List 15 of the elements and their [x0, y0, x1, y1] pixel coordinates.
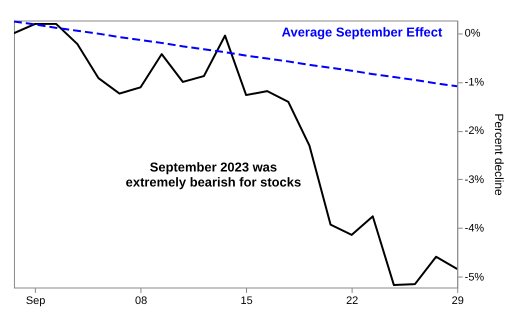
series-label: Average September Effect [282, 24, 443, 40]
y-tick-label: -3% [464, 174, 484, 186]
x-tick-label: 22 [346, 294, 358, 307]
annotation: September 2023 was extremely bearish for stocks [126, 159, 302, 190]
y-tick-label: -5% [464, 271, 484, 284]
y-tick-label: -1% [464, 76, 484, 88]
x-tick-label: Sep [26, 294, 46, 307]
y-tick-label: -4% [464, 222, 484, 235]
x-tick-label: 08 [135, 294, 148, 307]
y-axis-title: Percent decline [492, 113, 506, 196]
line-series [14, 20, 458, 88]
y-tick-label: -2% [464, 125, 484, 138]
x-tick-label: 15 [240, 294, 253, 307]
x-tick-label: 29 [452, 294, 464, 307]
y-tick-label: 0% [464, 28, 481, 40]
